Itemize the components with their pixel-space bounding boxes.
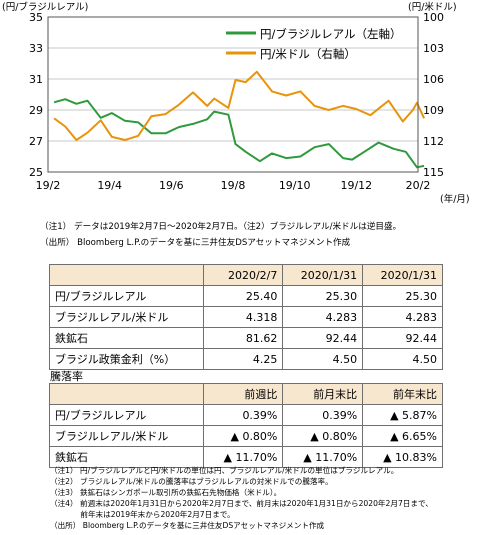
y-left-tick-label: 25 bbox=[29, 166, 43, 179]
table-cell: 81.62 bbox=[202, 327, 284, 349]
y-right-tick-label: 103 bbox=[423, 42, 444, 55]
row-label: ブラジル政策金利（%） bbox=[49, 348, 204, 370]
change-header-cell bbox=[49, 383, 204, 405]
row-label: 円/ブラジルレアル bbox=[49, 285, 204, 307]
table-cell: ▲ 6.65% bbox=[362, 425, 443, 447]
table-cell: ▲ 5.87% bbox=[362, 404, 443, 426]
table-cell: 0.39% bbox=[202, 404, 284, 426]
x-tick-label: 19/6 bbox=[159, 179, 184, 192]
y-left-tick-label: 33 bbox=[29, 42, 43, 55]
footnote: （注4） 前週末は2020年1月31日から2020年2月7日まで、前月末は202… bbox=[50, 499, 433, 508]
y-right-tick-label: 112 bbox=[423, 135, 444, 148]
change-header-cell: 前年末比 bbox=[362, 383, 443, 405]
row-label: 鉄鉱石 bbox=[49, 327, 204, 349]
table-cell: 25.40 bbox=[202, 285, 284, 307]
left-axis-unit: (円/ブラジルレアル) bbox=[2, 1, 88, 13]
chart-note-1: （注1） データは2019年2月7日～2020年2月7日。（注2）ブラジルレアル… bbox=[40, 222, 402, 232]
chart-tick-labels: 25 27 29 31 33 35 100 103 106 109 112 115 19/2 19/4 19… bbox=[29, 11, 444, 192]
table-cell: 4.283 bbox=[282, 306, 364, 328]
footnote: （注2） ブラジルレアル/米ドルの騰落率はブラジルレアルの対米ドルでの騰落率。 bbox=[50, 477, 333, 486]
y-right-tick-label: 100 bbox=[423, 11, 444, 24]
table-row: 鉄鉱石 81.62 92.44 92.44 bbox=[49, 327, 443, 349]
table-cell: ▲ 0.80% bbox=[282, 425, 364, 447]
table-cell: ▲ 0.80% bbox=[202, 425, 284, 447]
levels-header-cell: 2020/2/7 bbox=[202, 264, 284, 286]
change-section-title: 騰落率 bbox=[50, 370, 83, 383]
x-tick-label: 19/8 bbox=[221, 179, 246, 192]
levels-header-cell bbox=[49, 264, 204, 286]
legend-label-brl: 円/ブラジルレアル（左軸） bbox=[260, 27, 402, 41]
levels-header-cell: 2020/1/31 bbox=[282, 264, 364, 286]
levels-table: 2020/2/7 2020/1/31 2020/1/31 円/ブラジルレアル 2… bbox=[49, 264, 443, 370]
table-cell: 4.50 bbox=[282, 348, 364, 370]
table-cell: 0.39% bbox=[282, 404, 364, 426]
table-cell: 4.318 bbox=[202, 306, 284, 328]
chart-series bbox=[53, 70, 426, 169]
chart-gridlines bbox=[48, 47, 418, 142]
x-tick-label: 19/12 bbox=[340, 179, 372, 192]
footnote: 前年末は2019年末から2020年2月7日まで。 bbox=[50, 510, 235, 519]
table-cell: 4.283 bbox=[362, 306, 443, 328]
table-cell: 25.30 bbox=[362, 285, 443, 307]
y-left-tick-label: 27 bbox=[29, 135, 43, 148]
table-row: ブラジルレアル/米ドル ▲ 0.80% ▲ 0.80% ▲ 6.65% bbox=[49, 425, 443, 447]
table-row: 円/ブラジルレアル 0.39% 0.39% ▲ 5.87% bbox=[49, 404, 443, 426]
x-tick-label: 20/2 bbox=[406, 179, 431, 192]
chart-note-2: （出所） Bloomberg L.P.のデータを基に三井住友DSアセットマネジメ… bbox=[40, 238, 351, 248]
x-tick-label: 19/10 bbox=[279, 179, 311, 192]
series-line-usd bbox=[53, 70, 426, 141]
y-right-tick-label: 106 bbox=[423, 73, 444, 86]
table-row: 円/ブラジルレアル 25.40 25.30 25.30 bbox=[49, 285, 443, 307]
table-cell: 25.30 bbox=[282, 285, 364, 307]
table-cell: 4.50 bbox=[362, 348, 443, 370]
plot-frame bbox=[47, 16, 419, 173]
row-label: 円/ブラジルレアル bbox=[49, 404, 204, 426]
y-right-tick-label: 115 bbox=[423, 166, 444, 179]
y-left-tick-label: 35 bbox=[29, 11, 43, 24]
change-header-row: 前週比 前月末比 前年末比 bbox=[49, 383, 443, 405]
legend: 円/ブラジルレアル（左軸） 円/米ドル（右軸） bbox=[226, 27, 402, 61]
row-label: 鉄鉱石 bbox=[49, 446, 204, 468]
levels-header-row: 2020/2/7 2020/1/31 2020/1/31 bbox=[49, 264, 443, 286]
change-header-cell: 前月末比 bbox=[282, 383, 364, 405]
x-tick-label: 19/4 bbox=[97, 179, 122, 192]
fx-line-chart: 25 27 29 31 33 35 100 103 106 109 112 115 19/2 19/4 19… bbox=[2, 1, 470, 205]
row-label: ブラジルレアル/米ドル bbox=[49, 425, 204, 447]
table-cell: ▲ 10.83% bbox=[362, 446, 443, 468]
table-cell: 4.25 bbox=[202, 348, 284, 370]
table-cell: ▲ 11.70% bbox=[282, 446, 364, 468]
series-line-brl bbox=[53, 98, 425, 169]
table-row: ブラジル政策金利（%） 4.25 4.50 4.50 bbox=[49, 348, 443, 370]
x-axis-unit: (年/月) bbox=[440, 193, 470, 205]
table-cell: 92.44 bbox=[282, 327, 364, 349]
y-left-tick-label: 31 bbox=[29, 73, 43, 86]
legend-label-usd: 円/米ドル（右軸） bbox=[260, 47, 356, 61]
table-row: 鉄鉱石 ▲ 11.70% ▲ 11.70% ▲ 10.83% bbox=[49, 446, 443, 468]
levels-header-cell: 2020/1/31 bbox=[362, 264, 443, 286]
x-tick-label: 19/2 bbox=[36, 179, 61, 192]
table-row: ブラジルレアル/米ドル 4.318 4.283 4.283 bbox=[49, 306, 443, 328]
footnote: （注1） 円/ブラジルレアルと円/米ドルの単位は円、ブラジルレアル/米ドルの単位… bbox=[50, 466, 399, 475]
table-cell: ▲ 11.70% bbox=[202, 446, 284, 468]
change-header-cell: 前週比 bbox=[202, 383, 284, 405]
table-cell: 92.44 bbox=[362, 327, 443, 349]
footnote: （注3） 鉄鉱石はシンガポール取引所の鉄鉱石先物価格（米ドル）。 bbox=[50, 488, 282, 497]
y-right-tick-label: 109 bbox=[423, 104, 444, 117]
right-axis-unit: (円/米ドル) bbox=[408, 1, 457, 13]
change-table: 前週比 前月末比 前年末比 円/ブラジルレアル 0.39% 0.39% ▲ 5.… bbox=[49, 383, 443, 468]
y-left-tick-label: 29 bbox=[29, 104, 43, 117]
footnote: （出所） Bloomberg L.P.のデータを基に三井住友DSアセットマネジメ… bbox=[50, 521, 325, 530]
row-label: ブラジルレアル/米ドル bbox=[49, 306, 204, 328]
